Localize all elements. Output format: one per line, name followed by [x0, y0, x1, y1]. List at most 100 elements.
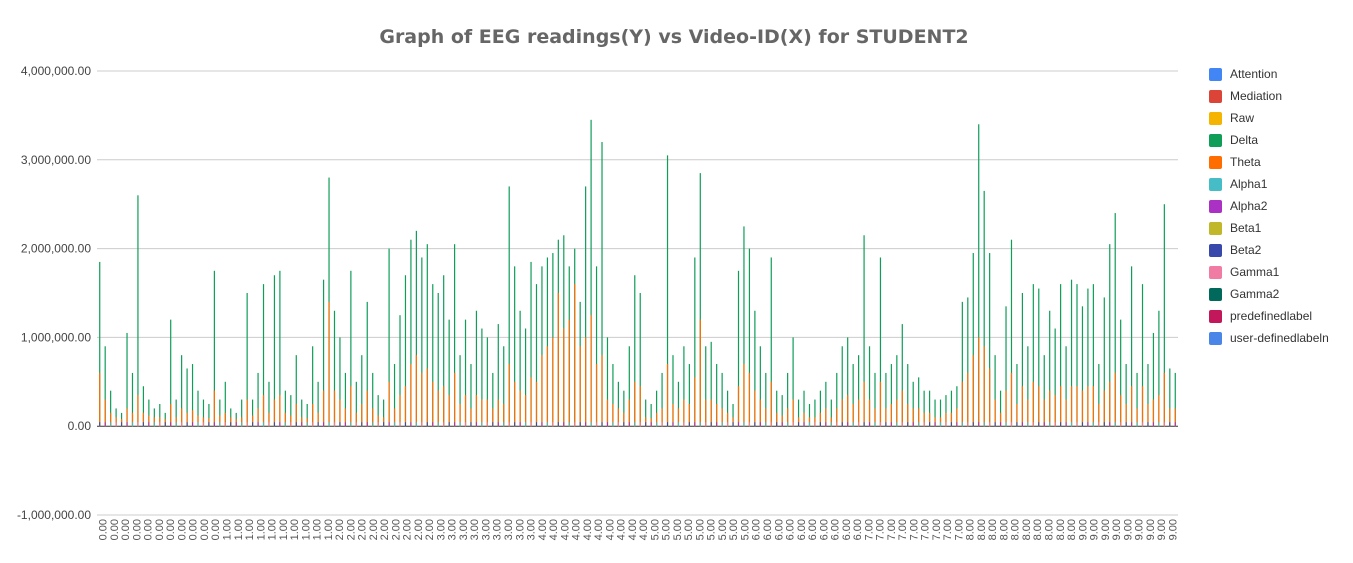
y-tick-label: 2,000,000.00: [21, 242, 91, 256]
bar-small-series: [1120, 422, 1122, 427]
bar-small-series: [350, 422, 352, 427]
legend-item[interactable]: predefinedlabel: [1209, 305, 1329, 327]
bar-delta: [868, 346, 871, 427]
bar-small-series: [754, 422, 756, 427]
bar-theta: [295, 404, 297, 427]
legend-item[interactable]: Attention: [1209, 63, 1329, 85]
bar-small-series: [1021, 422, 1023, 427]
bar-small-series: [934, 422, 936, 427]
bar-small-series: [923, 422, 925, 427]
bar-theta: [464, 395, 467, 427]
bar-delta: [503, 346, 505, 427]
bar-small-series: [443, 422, 445, 427]
bar-small-series: [432, 422, 434, 427]
x-tick-label: 7.00: [942, 519, 954, 540]
x-tick-label: 9.00: [1145, 519, 1157, 540]
bar-theta: [978, 337, 980, 427]
legend-item[interactable]: Theta: [1209, 151, 1329, 173]
legend-label: Delta: [1230, 133, 1259, 147]
x-tick-label: 0.00: [165, 519, 177, 540]
legend-item[interactable]: Alpha1: [1209, 173, 1329, 195]
x-tick-label: 7.00: [920, 519, 932, 540]
legend-item[interactable]: Beta2: [1209, 239, 1329, 261]
bar-theta: [246, 399, 248, 427]
bar-small-series: [142, 422, 144, 427]
bar-theta: [508, 364, 510, 427]
bar-small-series: [967, 422, 969, 427]
bar-delta: [1152, 332, 1155, 427]
bar-theta: [1147, 404, 1149, 427]
bar-delta: [213, 270, 215, 427]
bar-delta: [393, 364, 396, 427]
bar-delta: [142, 386, 145, 427]
bar-small-series: [688, 422, 690, 427]
bar-small-series: [879, 422, 881, 427]
legend-label: Gamma1: [1230, 265, 1280, 279]
x-tick-label: 8.00: [1055, 519, 1067, 540]
bar-small-series: [656, 422, 658, 427]
legend-swatch: [1209, 155, 1222, 169]
bar-small-series: [121, 422, 123, 427]
bar-theta: [934, 417, 936, 427]
legend-item[interactable]: Gamma1: [1209, 261, 1329, 283]
bar-delta: [847, 337, 849, 427]
legend-label: Attention: [1230, 67, 1278, 81]
bar-small-series: [1109, 422, 1111, 427]
x-tick-label: 9.00: [1134, 519, 1146, 540]
bar-theta: [1169, 408, 1171, 427]
bar-small-series: [677, 422, 679, 427]
bar-delta: [1081, 306, 1084, 427]
legend-item[interactable]: user-definedlabeln: [1209, 327, 1329, 349]
bar-small-series: [645, 422, 647, 427]
legend-swatch: [1209, 287, 1222, 301]
bar-delta: [99, 261, 101, 427]
legend-item[interactable]: Gamma2: [1209, 283, 1329, 305]
bar-delta: [590, 119, 592, 427]
bar-theta: [1114, 372, 1116, 427]
bar-small-series: [263, 422, 265, 427]
bar-delta: [710, 341, 712, 427]
bar-theta: [1032, 381, 1034, 427]
bar-delta: [208, 404, 210, 427]
legend-item[interactable]: Beta1: [1209, 217, 1329, 239]
legend-item[interactable]: Delta: [1209, 129, 1329, 151]
bar-small-series: [1136, 422, 1138, 427]
bar-delta: [481, 328, 483, 427]
legend-item[interactable]: Raw: [1209, 107, 1329, 129]
bar-delta: [803, 390, 805, 427]
bar-theta: [99, 372, 101, 427]
bar-theta: [115, 417, 117, 427]
bar-small-series: [546, 422, 548, 427]
bar-delta: [683, 346, 685, 427]
bar-theta: [475, 395, 478, 427]
x-tick-label: 2.00: [368, 519, 380, 540]
bar-theta: [213, 390, 215, 427]
x-tick-label: 1.00: [233, 519, 245, 540]
bar-theta: [437, 390, 439, 427]
bar-small-series: [230, 422, 232, 427]
bar-small-series: [465, 422, 467, 427]
bar-delta: [224, 381, 226, 427]
x-tick-label: 8.00: [976, 519, 988, 540]
bar-delta: [879, 257, 882, 427]
bar-theta: [197, 415, 199, 427]
bar-delta: [470, 364, 472, 427]
x-tick-label: 7.00: [875, 519, 887, 540]
bar-delta: [792, 337, 794, 427]
legend-item[interactable]: Mediation: [1209, 85, 1329, 107]
bar-theta: [912, 408, 914, 427]
legend-label: Beta1: [1230, 221, 1262, 235]
bar-delta: [366, 301, 368, 427]
x-tick-label: 4.00: [537, 519, 549, 540]
x-tick-label: 3.00: [514, 519, 526, 540]
legend-swatch: [1209, 243, 1222, 257]
bar-theta: [950, 412, 953, 427]
legend-item[interactable]: Alpha2: [1209, 195, 1329, 217]
bar-small-series: [1125, 422, 1127, 427]
bar-delta: [634, 275, 636, 427]
bar-delta: [645, 399, 647, 427]
bar-small-series: [399, 422, 401, 427]
legend-swatch: [1209, 133, 1222, 147]
bar-small-series: [355, 422, 357, 427]
bar-small-series: [1054, 422, 1056, 427]
